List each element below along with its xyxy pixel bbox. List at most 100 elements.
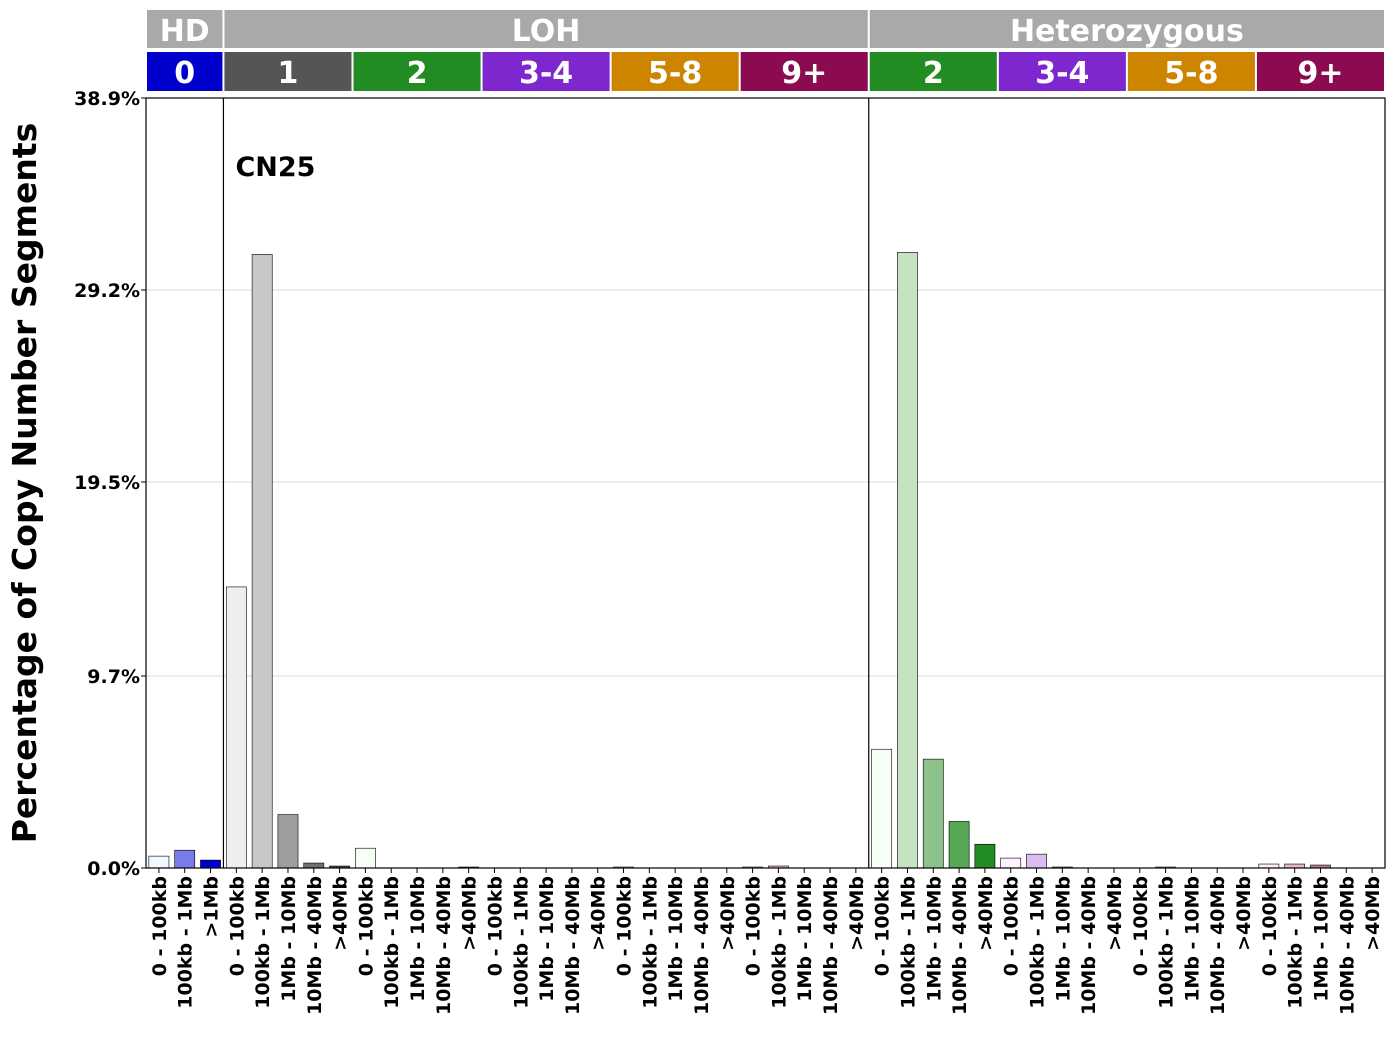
copy-number-label: 5-8 <box>1164 56 1218 91</box>
x-tick-label: 10Mb - 40Mb <box>433 876 455 1015</box>
x-tick-label: >40Mb <box>846 876 868 951</box>
copy-number-label: 9+ <box>1297 56 1343 91</box>
signature-annotation: CN25 <box>235 152 315 183</box>
x-tick-label: 10Mb - 40Mb <box>691 876 713 1015</box>
x-axis: 0 - 100kb 100kb - 1Mb >1Mb 0 - 100kb 100kb -… <box>149 868 1384 1015</box>
x-tick-label: 100kb - 1Mb <box>1027 876 1049 1009</box>
x-tick-label: 0 - 100kb <box>226 876 248 976</box>
x-tick-label: 10Mb - 40Mb <box>304 876 326 1015</box>
copy-number-label: 3-4 <box>519 56 573 91</box>
x-tick-label: 0 - 100kb <box>149 876 171 976</box>
x-tick-label: 1Mb - 10Mb <box>923 876 945 1002</box>
x-tick-label: 0 - 100kb <box>1130 876 1152 976</box>
y-axis: 0.0% 9.7% 19.5% 29.2% 38.9% <box>74 88 146 880</box>
x-tick-label: >40Mb <box>588 876 610 951</box>
bar <box>922 758 944 869</box>
x-tick-label: 1Mb - 10Mb <box>1052 876 1074 1002</box>
bar <box>303 862 325 869</box>
top-group-strip: HD LOH Heterozygous <box>147 10 1384 49</box>
x-tick-label: 100kb - 1Mb <box>1285 876 1307 1009</box>
top-group-box <box>224 10 868 48</box>
y-tick-label: 19.5% <box>74 472 140 494</box>
top-group-box <box>869 10 1384 48</box>
bar <box>225 586 247 869</box>
bar <box>1026 853 1047 869</box>
x-tick-label: 0 - 100kb <box>484 876 506 976</box>
x-tick-label: 0 - 100kb <box>743 876 765 976</box>
bar <box>277 814 299 869</box>
copy-number-box <box>611 52 739 91</box>
x-tick-label: 1Mb - 10Mb <box>407 876 429 1002</box>
copy-number-box <box>740 52 868 91</box>
copy-number-label: 1 <box>278 56 299 91</box>
x-tick-label: 10Mb - 40Mb <box>820 876 842 1015</box>
copy-number-label: 9+ <box>781 56 827 91</box>
x-tick-label: 0 - 100kb <box>872 876 894 976</box>
copy-number-box <box>1127 52 1255 91</box>
bar <box>355 847 376 869</box>
top-group-label: LOH <box>512 14 581 49</box>
copy-number-box <box>1256 52 1384 91</box>
x-tick-label: 0 - 100kb <box>1001 876 1023 976</box>
bar <box>200 859 221 869</box>
x-tick-label: 100kb - 1Mb <box>897 876 919 1009</box>
x-tick-label: 1Mb - 10Mb <box>536 876 558 1002</box>
copy-number-box <box>869 52 997 91</box>
x-tick-label: >1Mb <box>201 876 223 938</box>
x-tick-label: 0 - 100kb <box>355 876 377 976</box>
bar <box>974 843 996 869</box>
x-tick-label: 0 - 100kb <box>614 876 636 976</box>
x-tick-label: 1Mb - 10Mb <box>1310 876 1332 1002</box>
x-tick-label: >40Mb <box>1233 876 1255 951</box>
plot-frame <box>145 97 1386 869</box>
x-tick-label: 100kb - 1Mb <box>175 876 197 1009</box>
copy-number-label: 5-8 <box>648 56 702 91</box>
top-group-box <box>147 10 223 48</box>
copy-number-box <box>482 52 610 91</box>
bar <box>148 855 170 869</box>
x-tick-label: 10Mb - 40Mb <box>562 876 584 1015</box>
panel-dividers <box>222 98 870 868</box>
bar <box>1000 857 1022 869</box>
copy-number-label: 2 <box>923 56 944 91</box>
x-tick-label: 0 - 100kb <box>1259 876 1281 976</box>
x-tick-label: >40Mb <box>330 876 352 951</box>
x-tick-label: >40Mb <box>975 876 997 951</box>
x-tick-label: 10Mb - 40Mb <box>1207 876 1229 1015</box>
x-tick-label: 1Mb - 10Mb <box>794 876 816 1002</box>
x-tick-label: 10Mb - 40Mb <box>949 876 971 1015</box>
x-tick-label: 100kb - 1Mb <box>252 876 274 1009</box>
y-tick-label: 0.0% <box>87 858 140 880</box>
x-tick-label: 100kb - 1Mb <box>639 876 661 1009</box>
copy-number-box <box>998 52 1126 91</box>
x-tick-label: 1Mb - 10Mb <box>278 876 300 1002</box>
x-tick-label: 10Mb - 40Mb <box>1078 876 1100 1015</box>
x-tick-label: >40Mb <box>459 876 481 951</box>
bar <box>897 252 918 869</box>
x-tick-label: >40Mb <box>717 876 739 951</box>
bar <box>948 821 970 869</box>
top-group-label: Heterozygous <box>1010 14 1244 49</box>
copy-number-box <box>147 52 223 91</box>
y-axis-title: Percentage of Copy Number Segments <box>5 123 44 844</box>
y-tick-label: 38.9% <box>74 88 140 110</box>
bar <box>174 849 196 869</box>
x-tick-label: 1Mb - 10Mb <box>1181 876 1203 1002</box>
bar-series <box>148 252 1331 869</box>
bar <box>871 748 893 869</box>
x-tick-label: 100kb - 1Mb <box>768 876 790 1009</box>
top-group-label: HD <box>160 14 210 49</box>
copy-number-box <box>224 52 352 91</box>
bar <box>251 254 273 869</box>
y-tick-label: 9.7% <box>87 666 140 688</box>
copy-number-label: 3-4 <box>1035 56 1089 91</box>
copy-number-strip: 0 1 2 3-4 5-8 9+ 2 3-4 5-8 9+ <box>147 52 1384 91</box>
x-tick-label: 1Mb - 10Mb <box>665 876 687 1002</box>
x-tick-label: >40Mb <box>1104 876 1126 951</box>
x-tick-label: >40Mb <box>1362 876 1384 951</box>
copy-number-box <box>353 52 481 91</box>
y-tick-label: 29.2% <box>74 280 140 302</box>
x-tick-label: 100kb - 1Mb <box>381 876 403 1009</box>
x-tick-label: 100kb - 1Mb <box>510 876 532 1009</box>
